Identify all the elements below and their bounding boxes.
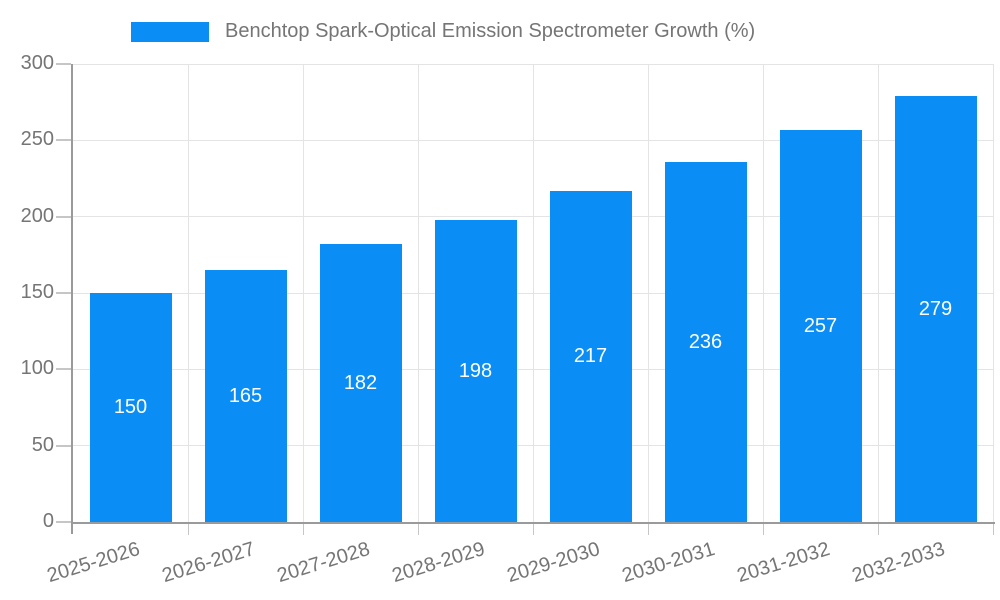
x-tick: [762, 524, 764, 535]
x-tick: [187, 524, 189, 535]
bar-value-label: 257: [803, 314, 838, 337]
x-tick: [992, 524, 994, 535]
y-axis: [71, 64, 73, 534]
bar-value-label: 279: [918, 297, 953, 320]
y-axis-tick-label: 100: [20, 357, 54, 380]
v-gridline: [762, 64, 764, 522]
bar: 257: [779, 130, 862, 522]
y-axis-tick-label: 300: [20, 52, 54, 74]
x-tick: [877, 524, 879, 535]
v-gridline: [302, 64, 304, 522]
chart-legend: Benchtop Spark-Optical Emission Spectrom…: [131, 20, 755, 43]
y-axis-tick-label: 200: [20, 204, 54, 227]
y-axis-tick-label: 50: [31, 433, 54, 456]
bar: 198: [434, 220, 517, 522]
y-axis-tick-label: 250: [20, 128, 54, 151]
bar: 182: [319, 244, 402, 522]
bar-value-label: 217: [573, 345, 608, 367]
v-gridline: [992, 64, 994, 522]
y-tick: [56, 444, 71, 447]
y-axis-tick-label: 0: [42, 510, 54, 532]
y-tick: [56, 215, 71, 218]
bar-value-label: 150: [113, 396, 148, 418]
y-tick: [56, 292, 71, 294]
v-gridline: [417, 64, 419, 522]
bar: 165: [204, 270, 287, 522]
y-axis-tick-label: 150: [20, 281, 54, 303]
v-gridline: [187, 64, 189, 522]
bar-value-label: 165: [228, 384, 263, 407]
x-tick: [302, 524, 304, 535]
y-tick: [56, 368, 71, 371]
x-axis: [71, 522, 995, 524]
bar: 150: [89, 293, 172, 522]
y-tick: [56, 63, 71, 65]
y-tick: [56, 521, 71, 523]
x-tick: [417, 524, 419, 535]
y-tick: [56, 139, 71, 142]
x-tick: [532, 524, 534, 535]
v-gridline: [877, 64, 879, 522]
v-gridline: [532, 64, 534, 522]
bar-value-label: 236: [688, 330, 723, 353]
bar-value-label: 182: [343, 371, 378, 394]
bar-value-label: 198: [458, 359, 493, 382]
bar: 236: [664, 162, 747, 522]
bar: 279: [894, 96, 977, 522]
legend-swatch: [131, 21, 209, 42]
bar: 217: [549, 191, 632, 522]
v-gridline: [647, 64, 649, 522]
x-tick: [647, 524, 649, 535]
legend-label: Benchtop Spark-Optical Emission Spectrom…: [225, 20, 756, 42]
